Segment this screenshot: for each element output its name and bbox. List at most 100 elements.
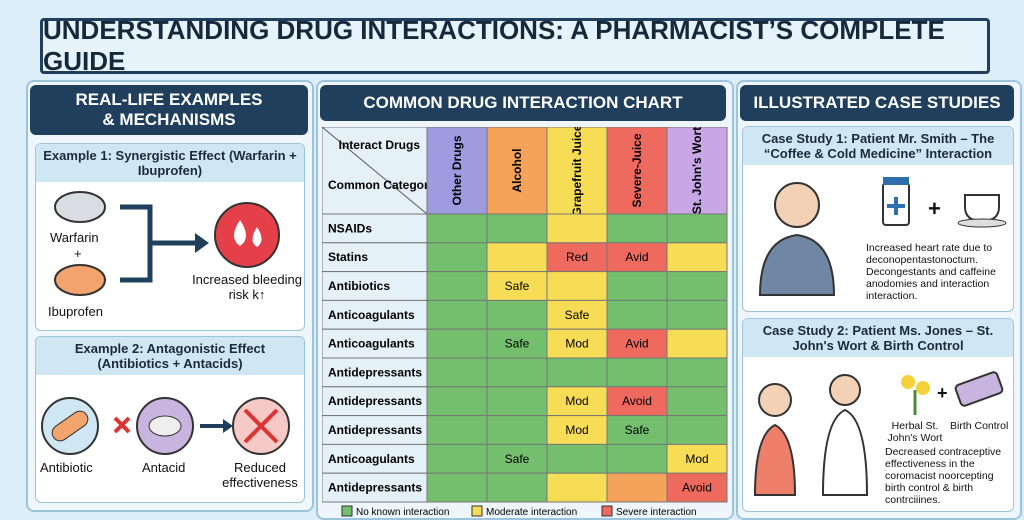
row-label: Anticoagulants <box>328 337 415 351</box>
cell <box>546 299 608 330</box>
cell <box>426 472 488 503</box>
row-header <box>322 443 428 474</box>
cell <box>486 472 548 503</box>
cell-text: Safe <box>505 279 530 293</box>
corner-top: Interact Drugs <box>339 138 421 152</box>
cell <box>606 213 668 244</box>
case2-title: Case Study 2: Patient Ms. Jones – St. Jo… <box>743 319 1013 357</box>
corner-diagonal <box>322 127 428 215</box>
row-header <box>322 415 428 445</box>
case1-caption: Increased heart rate due to deconopentas… <box>866 242 996 302</box>
column-header <box>666 127 728 215</box>
cell <box>486 328 548 359</box>
legend-label: Severe interaction <box>616 507 697 518</box>
column-header <box>426 127 488 215</box>
cell-text: Safe <box>505 337 530 351</box>
example1-icons <box>54 191 280 296</box>
cell <box>486 386 548 417</box>
cell <box>486 443 548 474</box>
legend-swatch <box>471 505 483 517</box>
cell <box>606 472 668 503</box>
cell <box>666 213 728 244</box>
cell <box>426 271 488 301</box>
cell <box>546 472 608 503</box>
corner-bottom: Common Category <box>328 178 436 192</box>
row-header <box>322 299 428 330</box>
page-title: UNDERSTANDING DRUG INTERACTIONS: A PHARM… <box>43 15 945 76</box>
cell <box>666 357 728 388</box>
row-label: Antidepressants <box>328 394 422 408</box>
cell <box>426 357 488 388</box>
title-banner: UNDERSTANDING DRUG INTERACTIONS: A PHARM… <box>40 15 990 76</box>
column-label: St. John's Wort <box>690 127 704 214</box>
cell-text: Mod <box>565 337 588 351</box>
cell <box>546 213 608 244</box>
cell-text: Safe <box>625 423 650 437</box>
cell-text: Avid <box>625 250 648 264</box>
result: Increased bleeding risk k↑ <box>192 272 302 302</box>
cell-text: Avid <box>625 337 648 351</box>
table-header: COMMON DRUG INTERACTION CHART <box>320 85 726 121</box>
cell <box>666 472 728 503</box>
cell-text: Avoid <box>622 394 652 408</box>
case1-icons <box>758 177 1007 296</box>
cell <box>606 443 668 474</box>
row-header <box>322 271 428 301</box>
row-label: Antidepressants <box>328 481 422 495</box>
cell <box>666 386 728 417</box>
example1-box: Example 1: Synergistic Effect (Warfarin … <box>35 143 305 331</box>
row-header <box>322 242 428 273</box>
column-label: Other Drugs <box>450 135 464 205</box>
row-header <box>322 472 428 503</box>
column-label: Grapefruit Juice <box>570 127 584 217</box>
legend-label: Moderate interaction <box>486 507 577 518</box>
cell-text: Mod <box>565 394 588 408</box>
example2-title: Example 2: Antagonistic Effect (Antibiot… <box>36 337 304 375</box>
cell <box>426 242 488 273</box>
cell-text: Mod <box>565 423 588 437</box>
case2-icons <box>753 371 1004 496</box>
column-label: Severe-Juice <box>630 133 644 207</box>
cell <box>486 213 548 244</box>
row-label: Antibiotics <box>328 279 390 293</box>
row-label: NSAIDs <box>328 221 372 235</box>
cell <box>426 443 488 474</box>
row-header <box>322 328 428 359</box>
legend-label: No known interaction <box>356 507 449 518</box>
cell <box>426 415 488 445</box>
cell <box>486 299 548 330</box>
result: Reduced effectiveness <box>222 460 298 490</box>
cell <box>546 415 608 445</box>
left-title: REAL-LIFE EXAMPLES & MECHANISMS <box>75 90 263 129</box>
column-label: Alcohol <box>510 149 524 193</box>
cell <box>546 443 608 474</box>
cell-text: Mod <box>685 452 708 466</box>
pill-label: Birth Control <box>950 420 1009 432</box>
drug-b: Antacid <box>142 460 186 475</box>
row-label: Antidepressants <box>328 423 422 437</box>
plus: + <box>928 196 941 221</box>
interaction-table: Interact Drugs Common Category Other Drugs… <box>322 127 728 518</box>
cell-text: Safe <box>565 308 590 322</box>
cell <box>666 242 728 273</box>
cell <box>546 328 608 359</box>
column-header <box>546 127 608 215</box>
cell <box>486 357 548 388</box>
case2-caption: Decreased contraceptive effectiveness in… <box>885 446 1002 506</box>
case1-title: Case Study 1: Patient Mr. Smith – The “C… <box>743 127 1013 165</box>
drug-a: Warfarin <box>50 230 99 245</box>
left-header: REAL-LIFE EXAMPLES & MECHANISMS <box>30 85 308 135</box>
cell <box>426 386 488 417</box>
cell <box>546 357 608 388</box>
cell <box>486 415 548 445</box>
right-title: ILLUSTRATED CASE STUDIES <box>753 93 1001 112</box>
example1-title: Example 1: Synergistic Effect (Warfarin … <box>36 144 304 182</box>
column-header <box>486 127 548 215</box>
table-title: COMMON DRUG INTERACTION CHART <box>363 93 683 112</box>
cell <box>486 242 548 273</box>
row-label: Antidepressants <box>328 365 422 379</box>
cell-text: Safe <box>505 452 530 466</box>
cell <box>666 299 728 330</box>
row-label: Statins <box>328 250 368 264</box>
